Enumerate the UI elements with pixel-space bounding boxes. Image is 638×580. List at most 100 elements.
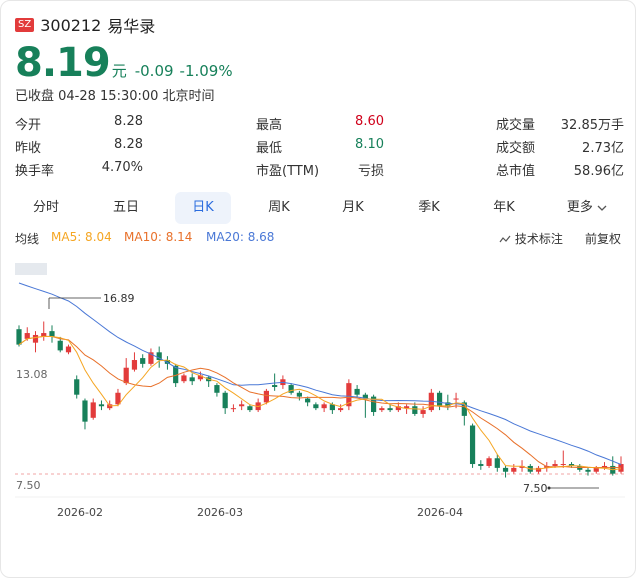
candle-body	[123, 367, 129, 384]
max-annotation-label: 16.89	[103, 292, 135, 305]
candle-body	[469, 425, 476, 465]
candle-body	[288, 385, 294, 393]
tab-monthly-k[interactable]: 月K	[342, 200, 364, 215]
tab-daily-k[interactable]: 日K	[175, 192, 231, 224]
market-status: 已收盘 04-28 15:30:00 北京时间	[15, 89, 215, 104]
candle-body	[156, 352, 162, 361]
candle-body	[140, 358, 146, 364]
min-annotation: 7.50	[523, 482, 599, 495]
exchange-badge: SZ	[15, 18, 35, 32]
tab-quarterly-k[interactable]: 季K	[418, 200, 440, 215]
candle-body	[585, 469, 591, 472]
stat-label-volume: 成交量	[496, 118, 536, 133]
candle-body	[148, 352, 154, 364]
price-row: 8.19 元 -0.09 -1.09%	[15, 41, 233, 85]
ma5-label: MA5: 8.04	[51, 230, 112, 244]
stat-label-turnover: 换手率	[15, 164, 55, 179]
stock-name: 易华录	[107, 17, 156, 36]
candle-body	[32, 334, 39, 343]
x-tick-label: 2026-03	[197, 506, 243, 519]
candle-body	[552, 464, 558, 466]
x-tick-label: 2026-04	[417, 506, 463, 519]
stat-label-market-cap: 总市值	[496, 164, 536, 179]
stock-header: SZ 300212 易华录	[15, 13, 155, 37]
price-change-pct: -1.09%	[179, 62, 233, 80]
tab-five-day[interactable]: 五日	[112, 200, 139, 215]
adjust-mode-label: 前复权	[585, 232, 622, 246]
candle-body	[371, 396, 377, 413]
adjust-mode-button[interactable]: 前复权	[585, 230, 621, 247]
price-change: -0.09	[134, 62, 174, 80]
candle-body	[601, 465, 608, 468]
candle-body	[49, 331, 55, 337]
ma20-label: MA20: 8.68	[206, 230, 275, 244]
tab-weekly-k[interactable]: 周K	[268, 200, 290, 215]
tab-more-label: 更多	[566, 200, 593, 215]
tab-yearly-k[interactable]: 年K	[493, 200, 515, 215]
y-tick-label: 13.08	[16, 368, 48, 381]
candle-body	[478, 464, 484, 466]
candle-body	[486, 458, 492, 466]
candle-body	[338, 408, 344, 411]
candle-body	[90, 402, 96, 418]
stat-value-turnover: 4.70%	[101, 160, 143, 175]
candlestick-chart: 13.08 7.50 2026-02 2026-03 2026-04 16.89…	[15, 263, 625, 519]
x-tick-label: 2026-02	[57, 506, 103, 519]
candle-body	[387, 408, 393, 411]
candle-body	[74, 379, 80, 395]
blurred-price-label	[15, 263, 47, 275]
candle-body	[272, 385, 278, 387]
candle-body	[115, 392, 121, 405]
candle-body	[395, 406, 401, 411]
stat-label-open: 今开	[15, 118, 42, 133]
tab-more[interactable]: 更多	[555, 192, 619, 224]
candle-body	[230, 408, 237, 410]
candle-body	[436, 392, 443, 407]
candle-body	[445, 402, 451, 407]
current-price: 8.19	[15, 40, 111, 86]
candle-body	[239, 404, 245, 407]
candle-body	[98, 404, 105, 407]
candle-body	[247, 406, 253, 411]
candle-body	[305, 398, 311, 403]
candle-body	[173, 365, 179, 384]
tab-minute[interactable]: 分时	[32, 200, 59, 215]
stat-value-volume: 32.85万手	[560, 118, 624, 133]
candle-body	[65, 346, 72, 353]
candle-body	[354, 388, 360, 395]
ma10-line	[18, 335, 622, 469]
candle-body	[412, 406, 418, 414]
stat-label-pe: 市盈(TTM)	[256, 164, 320, 179]
stat-value-low: 8.10	[355, 137, 384, 152]
candle-body	[82, 400, 88, 422]
ma-legend-title: 均线	[15, 232, 40, 246]
candle-body	[420, 410, 426, 414]
technical-annotation-button[interactable]: 技术标注	[499, 230, 563, 247]
technical-annotation-label: 技术标注	[514, 232, 563, 246]
candle-body	[214, 385, 220, 393]
candle-body	[494, 458, 500, 468]
ma20-line	[18, 282, 622, 465]
stat-value-prev-close: 8.28	[114, 137, 143, 152]
candle-body	[560, 464, 566, 466]
candle-body	[263, 390, 269, 403]
stat-value-open: 8.28	[114, 114, 143, 129]
candle-body	[461, 402, 467, 416]
candle-body	[131, 360, 138, 370]
stat-value-pe: 亏损	[357, 164, 384, 179]
candle-body	[618, 464, 624, 472]
candles-layer	[16, 321, 624, 478]
price-unit: 元	[111, 62, 127, 80]
candle-body	[519, 465, 525, 468]
candle-body	[181, 375, 187, 382]
candle-body	[189, 377, 195, 382]
candle-body	[321, 404, 327, 409]
candle-body	[296, 392, 302, 397]
max-annotation: 16.89	[48, 292, 135, 309]
stat-value-high: 8.60	[355, 114, 384, 129]
annotation-icon	[499, 232, 511, 246]
candle-body	[313, 404, 319, 409]
ma10-label: MA10: 8.14	[124, 230, 193, 244]
candle-body	[57, 340, 63, 351]
